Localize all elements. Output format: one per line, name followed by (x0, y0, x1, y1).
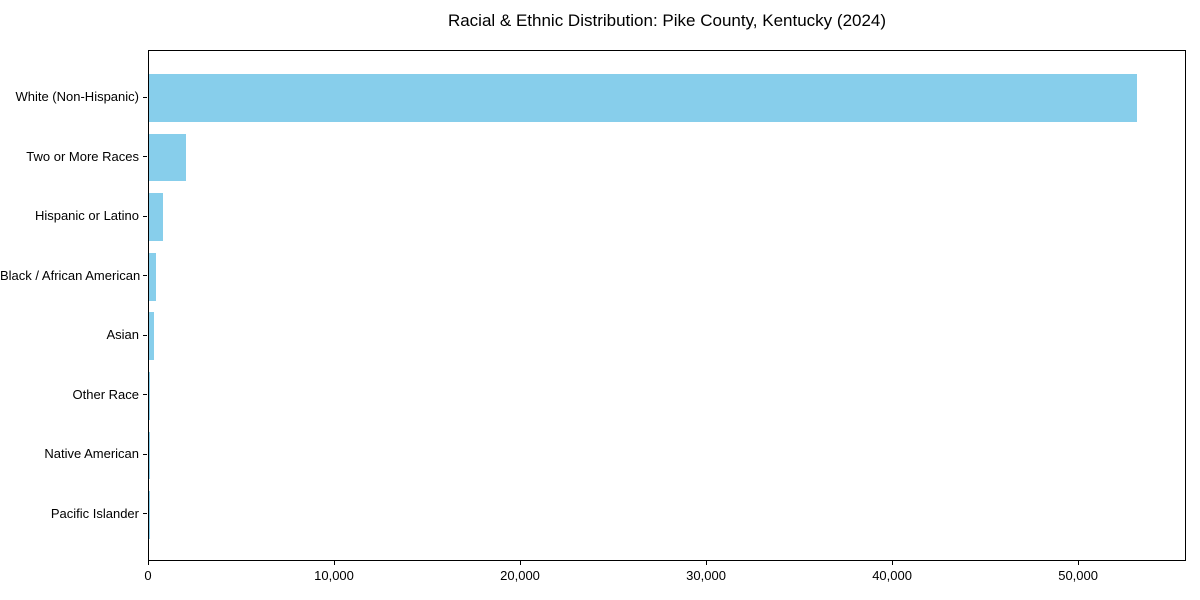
x-tick-label: 10,000 (314, 568, 354, 583)
x-tick-label: 0 (144, 568, 152, 583)
y-tick (143, 156, 147, 158)
x-tick (148, 561, 149, 565)
x-tick-label: 30,000 (686, 568, 726, 583)
y-tick (143, 96, 147, 98)
x-tick (892, 561, 894, 565)
y-tick-label: Black / African American (0, 267, 141, 283)
y-tick (143, 275, 147, 277)
y-tick (143, 215, 147, 217)
x-tick (706, 561, 708, 565)
y-tick (143, 394, 147, 396)
y-tick (143, 513, 147, 515)
x-tick (520, 561, 522, 565)
bar (149, 193, 163, 241)
y-tick-label: Other Race (72, 386, 139, 402)
bar (149, 372, 150, 420)
y-tick (143, 334, 147, 336)
x-tick-label: 50,000 (1058, 568, 1098, 583)
bar (149, 312, 155, 361)
y-tick-label: Pacific Islander (50, 505, 139, 521)
y-tick-label: Native American (44, 446, 139, 462)
bar (149, 74, 1137, 122)
y-tick-label: Asian (106, 327, 139, 343)
plot-area (148, 50, 1186, 561)
y-tick-label: White (Non-Hispanic) (15, 89, 139, 105)
chart-title: Racial & Ethnic Distribution: Pike Count… (447, 11, 887, 30)
x-tick-label: 20,000 (500, 568, 540, 583)
y-tick-label: Hispanic or Latino (34, 208, 139, 224)
bar (149, 252, 156, 301)
y-tick (143, 453, 147, 455)
bar (149, 133, 186, 182)
x-tick (1078, 561, 1080, 565)
x-tick (334, 561, 336, 565)
x-tick-label: 40,000 (872, 568, 912, 583)
y-tick-label: Two or More Races (26, 148, 139, 164)
